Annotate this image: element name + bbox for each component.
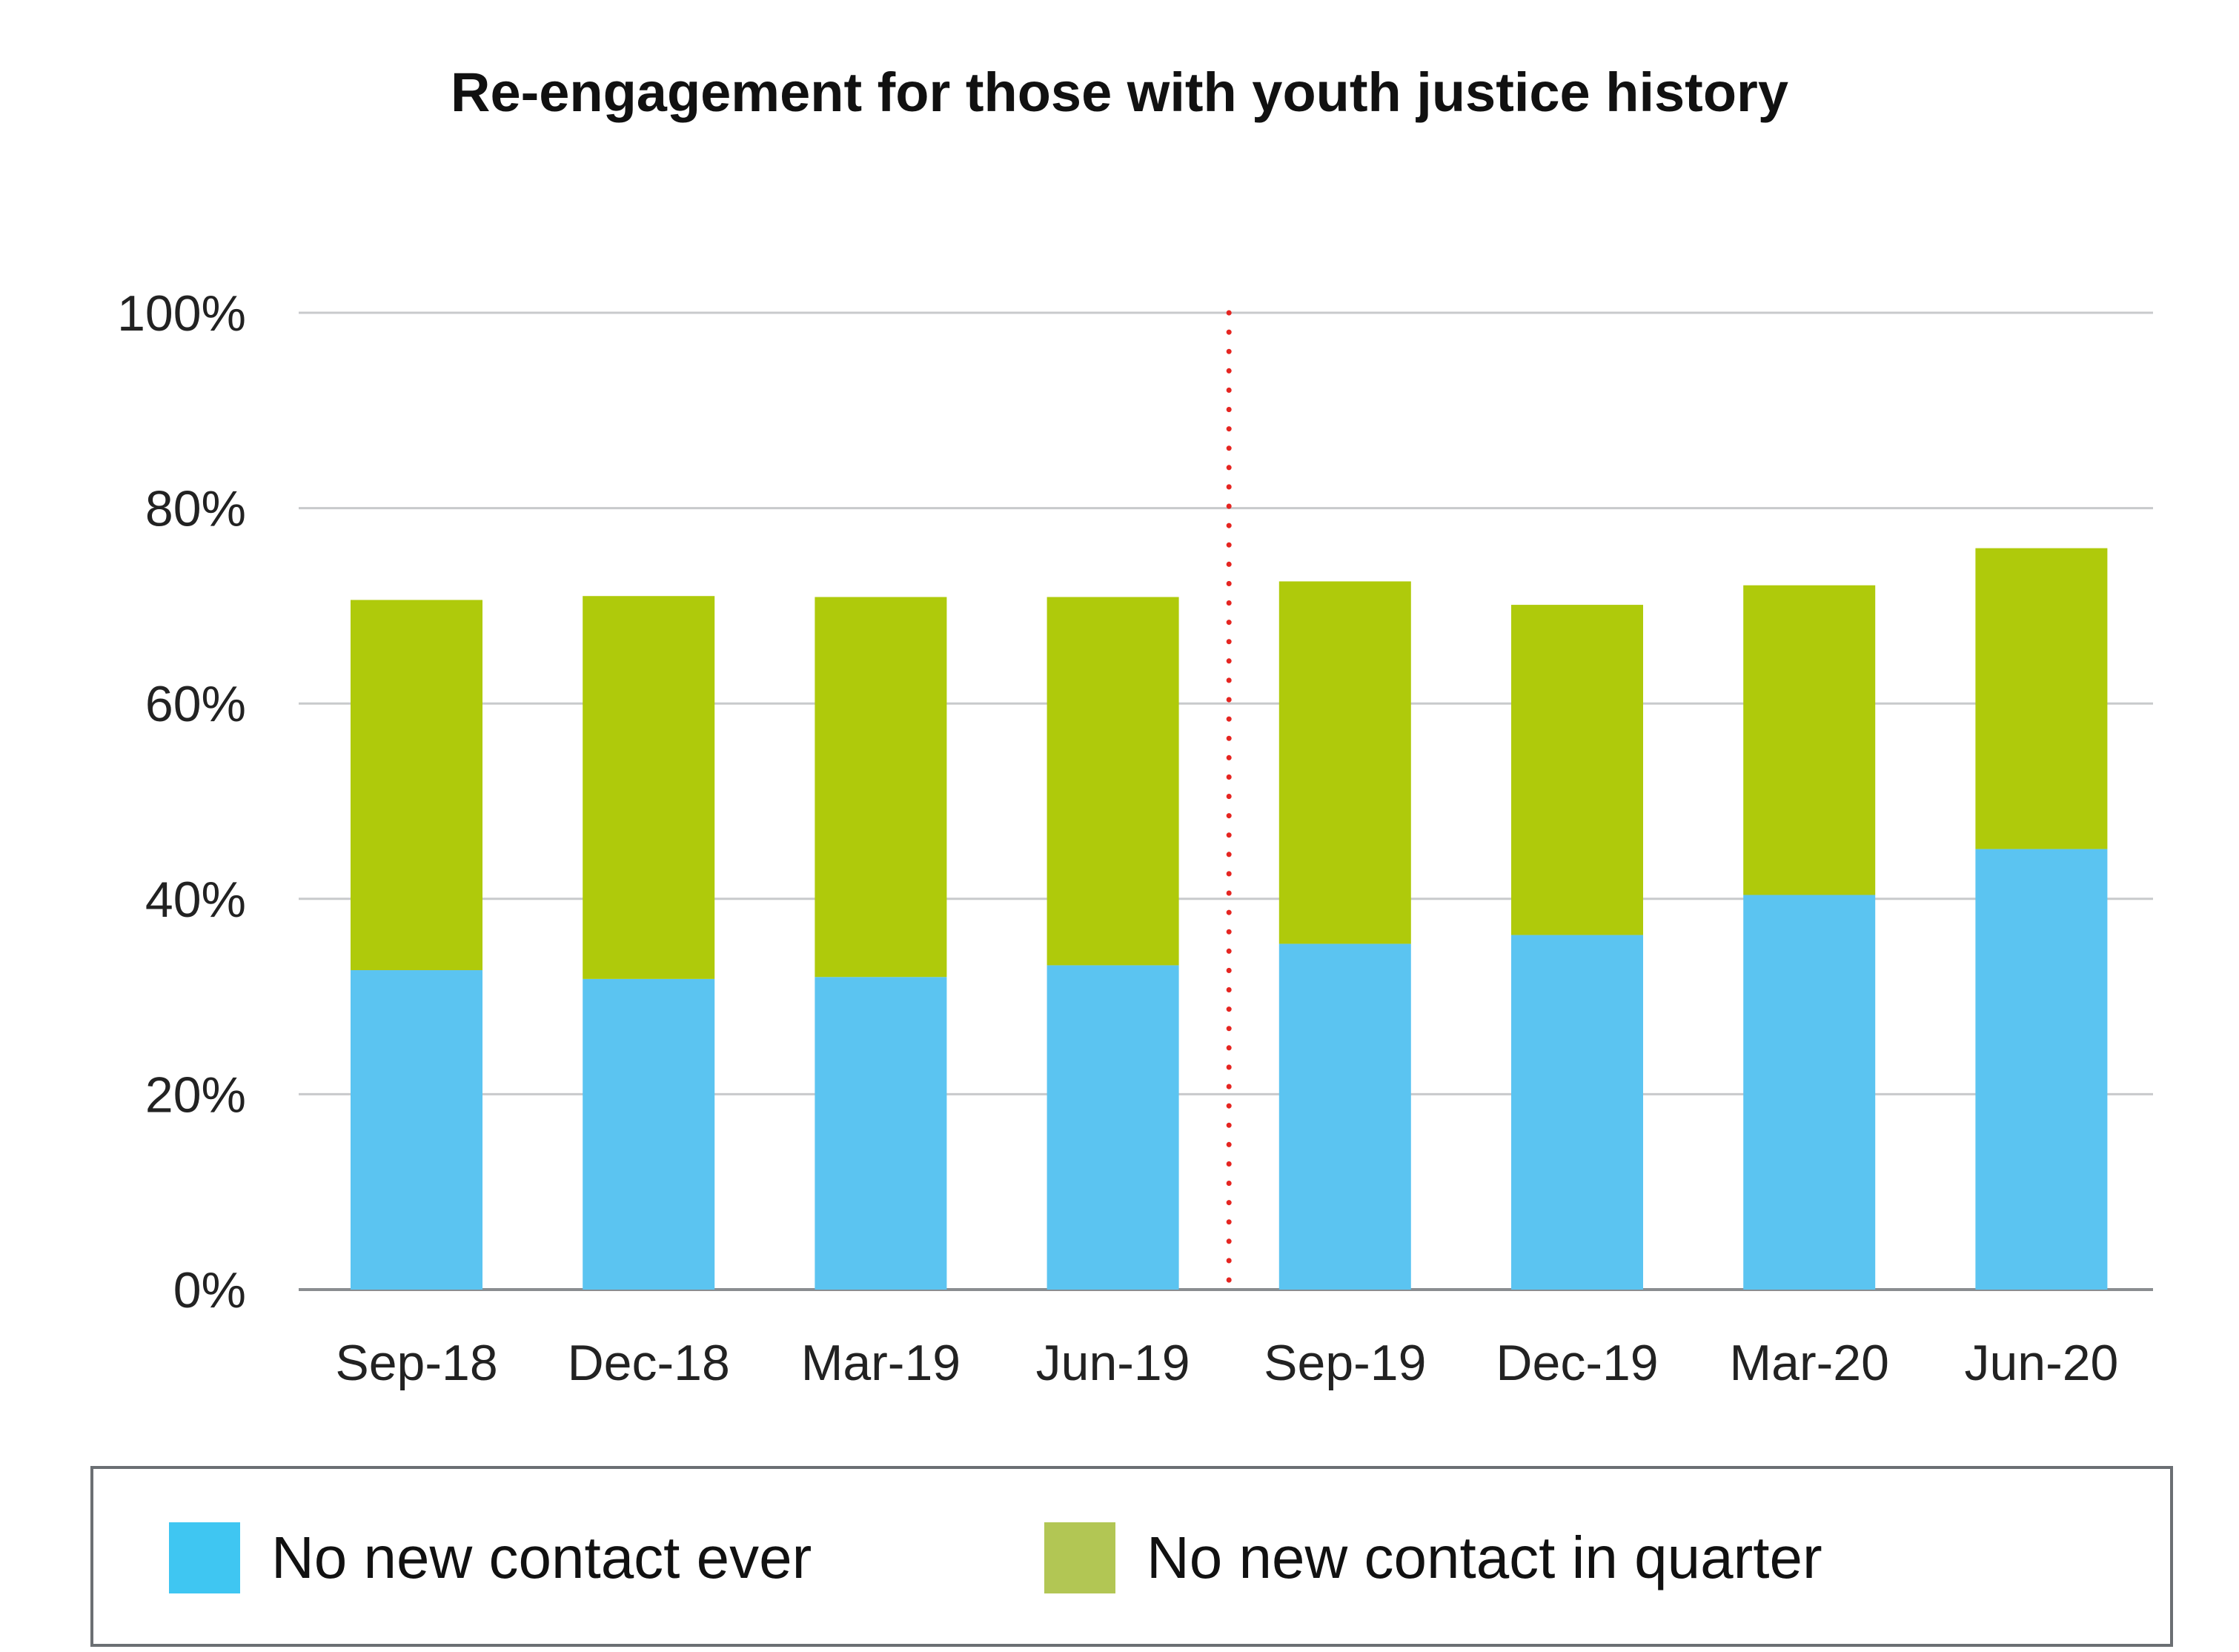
x-tick-label-mar-19: Mar-19 — [801, 1335, 961, 1391]
bar-sep-18-series-1 — [351, 970, 482, 1290]
bar-sep-18-series-2 — [351, 600, 482, 971]
bar-dec-18-series-1 — [583, 978, 715, 1290]
legend-swatch-no-new-contact-in-quarter — [1044, 1522, 1115, 1593]
x-tick-label-jun-19: Jun-19 — [1036, 1335, 1190, 1391]
legend-swatch-no-new-contact-ever — [169, 1522, 240, 1593]
bar-sep-19-series-1 — [1278, 943, 1411, 1290]
legend-item-no-new-contact-ever: No new contact ever — [169, 1522, 812, 1593]
bar-jun-20-series-1 — [1975, 849, 2108, 1290]
y-tick-label-80: 80% — [145, 481, 246, 537]
bar-mar-20-series-2 — [1743, 585, 1876, 895]
legend-item-no-new-contact-in-quarter: No new contact in quarter — [1044, 1522, 1822, 1593]
bar-mar-19-series-2 — [815, 597, 947, 978]
legend: No new contact ever No new contact in qu… — [90, 1466, 2173, 1647]
bar-jun-19-series-1 — [1046, 965, 1179, 1290]
x-tick-label-sep-19: Sep-19 — [1264, 1335, 1426, 1391]
bar-mar-20-series-1 — [1743, 895, 1876, 1290]
bar-jun-19-series-2 — [1046, 597, 1179, 966]
bar-dec-19-series-1 — [1511, 935, 1643, 1290]
bar-mar-19-series-1 — [815, 977, 947, 1290]
y-axis-ticks: 0% 20% 40% 60% 80% 100% — [117, 285, 246, 1318]
x-tick-label-dec-18: Dec-18 — [568, 1335, 730, 1391]
legend-label-no-new-contact-in-quarter: No new contact in quarter — [1147, 1525, 1822, 1590]
bar-sep-19-series-2 — [1278, 581, 1411, 944]
y-tick-label-0: 0% — [173, 1262, 246, 1318]
bar-dec-18-series-2 — [583, 596, 715, 979]
y-tick-label-100: 100% — [117, 285, 246, 342]
bar-jun-20-series-2 — [1975, 548, 2108, 849]
x-axis-ticks: Sep-18 Dec-18 Mar-19 Jun-19 Sep-19 Dec-19 Mar-… — [335, 1335, 2118, 1391]
x-tick-label-sep-18: Sep-18 — [335, 1335, 497, 1391]
legend-label-no-new-contact-ever: No new contact ever — [271, 1525, 812, 1590]
bar-dec-19-series-2 — [1511, 605, 1643, 935]
y-tick-label-20: 20% — [145, 1066, 246, 1123]
x-tick-label-mar-20: Mar-20 — [1730, 1335, 1889, 1391]
bar-chart: 0% 20% 40% 60% 80% 100% Sep-18 Dec-18 Mar-19 Jun… — [117, 285, 2153, 1391]
x-tick-label-jun-20: Jun-20 — [1964, 1335, 2118, 1391]
x-tick-label-dec-19: Dec-19 — [1496, 1335, 1658, 1391]
bars — [351, 548, 2108, 1290]
chart-title: Re-engagement for those with youth justi… — [451, 62, 1788, 123]
y-tick-label-40: 40% — [145, 872, 246, 928]
y-tick-label-60: 60% — [145, 676, 246, 732]
